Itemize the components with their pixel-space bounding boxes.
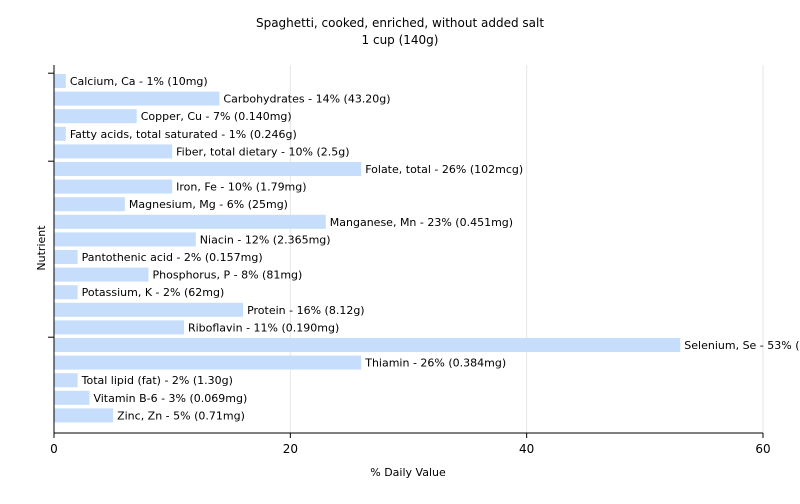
bar-2 xyxy=(54,109,137,124)
bar-15 xyxy=(54,338,681,352)
bar-label-13: Protein - 16% (8.12g) xyxy=(247,304,365,317)
bar-17 xyxy=(54,373,78,388)
bar-3 xyxy=(54,126,66,141)
y-axis-title: Nutrient xyxy=(35,225,48,271)
chart-title: Spaghetti, cooked, enriched, without add… xyxy=(256,16,544,30)
chart-subtitle: 1 cup (140g) xyxy=(362,33,439,47)
axes: 0 20 40 60 xyxy=(48,65,771,456)
bar-10 xyxy=(54,250,78,264)
bar-8 xyxy=(54,214,326,229)
grid-lines xyxy=(289,65,764,433)
bar-label-17: Total lipid (fat) - 2% (1.30g) xyxy=(81,374,233,387)
bar-16 xyxy=(54,355,362,370)
bar-label-11: Phosphorus, P - 8% (81mg) xyxy=(153,269,303,282)
bar-label-2: Copper, Cu - 7% (0.140mg) xyxy=(141,110,292,123)
bar-label-19: Zinc, Zn - 5% (0.71mg) xyxy=(117,409,245,422)
bar-7 xyxy=(54,197,125,212)
bars xyxy=(54,74,681,423)
bar-11 xyxy=(54,267,149,282)
bar-label-6: Iron, Fe - 10% (1.79mg) xyxy=(176,181,306,194)
bar-label-9: Niacin - 12% (2.365mg) xyxy=(200,233,331,246)
x-axis-title: % Daily Value xyxy=(370,466,446,479)
bar-1 xyxy=(54,91,220,106)
bar-14 xyxy=(54,320,184,335)
x-tick-label-3: 60 xyxy=(755,442,770,456)
bar-label-1: Carbohydrates - 14% (43.20g) xyxy=(223,93,390,106)
bar-labels: Calcium, Ca - 1% (10mg) Carbohydrates - 1… xyxy=(70,75,800,422)
x-tick-label-1: 20 xyxy=(283,442,298,456)
bar-label-3: Fatty acids, total saturated - 1% (0.246… xyxy=(70,128,297,141)
bar-label-18: Vitamin B-6 - 3% (0.069mg) xyxy=(93,392,247,405)
bar-4 xyxy=(54,144,173,159)
bar-13 xyxy=(54,302,244,317)
bar-9 xyxy=(54,232,196,247)
bar-label-12: Potassium, K - 2% (62mg) xyxy=(82,286,225,299)
bar-label-15: Selenium, Se - 53% (37.0mcg) xyxy=(684,339,800,352)
bar-label-14: Riboflavin - 11% (0.190mg) xyxy=(188,321,339,334)
bar-label-8: Manganese, Mn - 23% (0.451mg) xyxy=(330,216,513,229)
bar-5 xyxy=(54,162,362,176)
x-tick-label-0: 0 xyxy=(50,442,58,456)
bar-label-16: Thiamin - 26% (0.384mg) xyxy=(364,357,506,370)
bar-18 xyxy=(54,390,90,405)
bar-label-10: Pantothenic acid - 2% (0.157mg) xyxy=(82,251,263,264)
x-tick-label-2: 40 xyxy=(519,442,534,456)
bar-label-0: Calcium, Ca - 1% (10mg) xyxy=(70,75,208,88)
bar-0 xyxy=(54,74,66,88)
bar-6 xyxy=(54,179,173,194)
bar-12 xyxy=(54,285,78,300)
bar-label-4: Fiber, total dietary - 10% (2.5g) xyxy=(176,145,349,158)
bar-label-7: Magnesium, Mg - 6% (25mg) xyxy=(129,198,288,211)
bar-label-5: Folate, total - 26% (102mcg) xyxy=(365,163,523,176)
bar-19 xyxy=(54,408,114,423)
